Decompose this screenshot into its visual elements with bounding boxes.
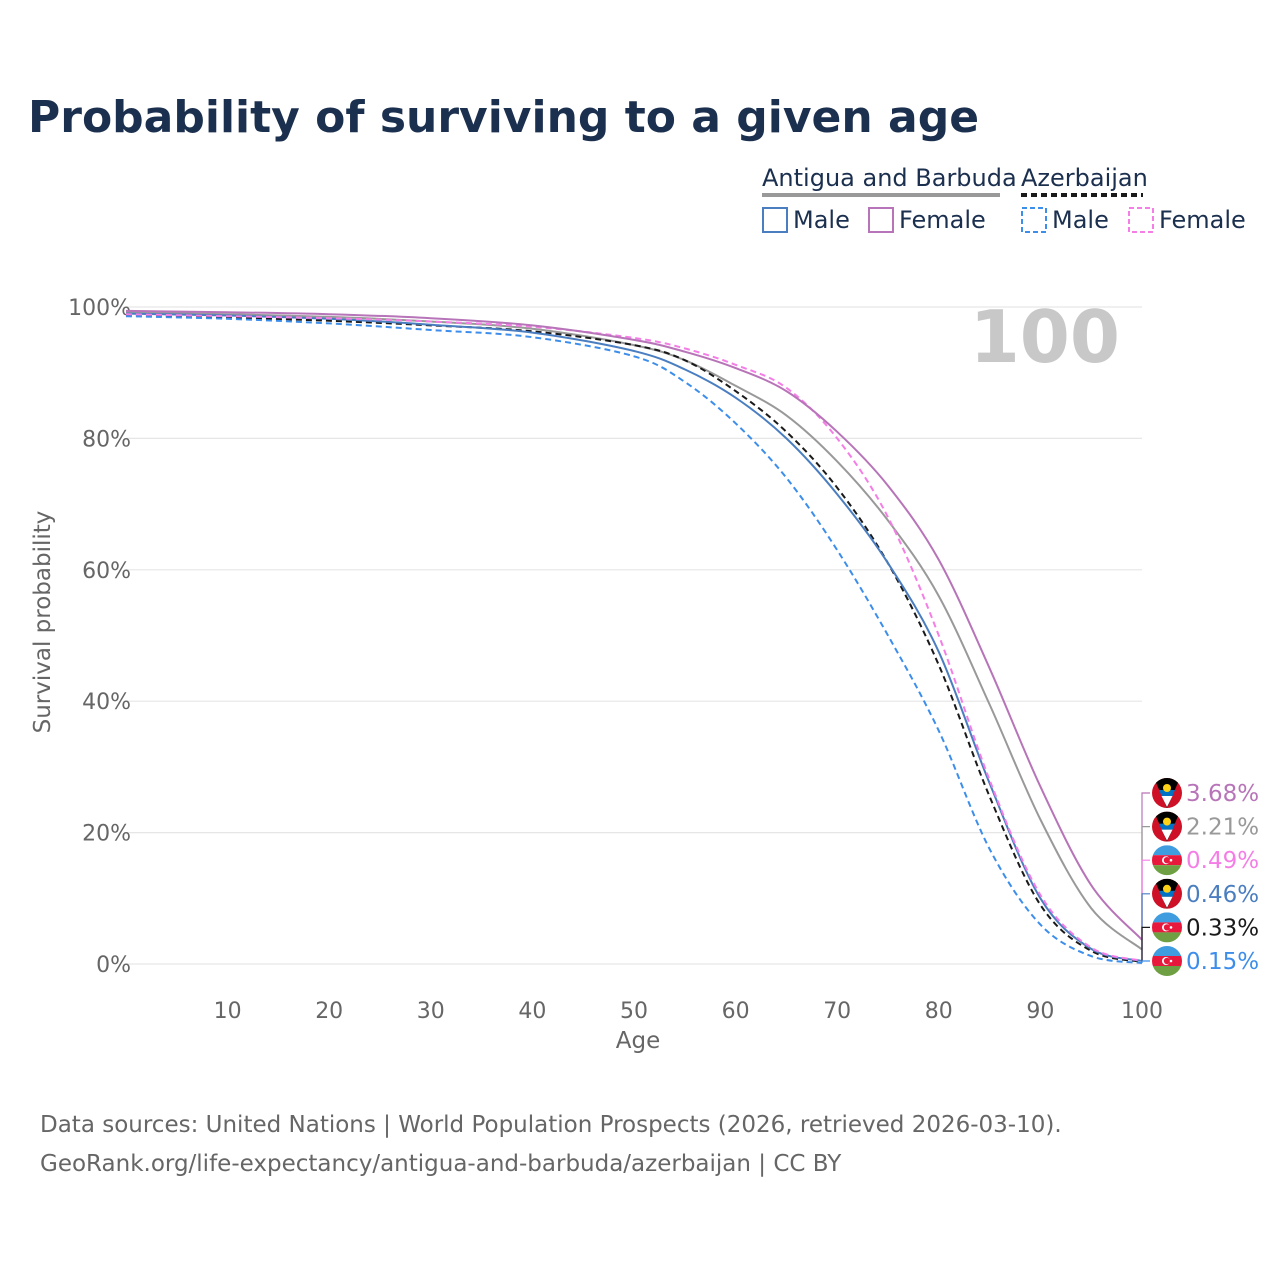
source-line-1: Data sources: United Nations | World Pop… [40, 1112, 1062, 1138]
legend-ab-female-label[interactable]: Female [899, 206, 986, 234]
age-display: 100 [970, 295, 1120, 379]
end-label-value: 2.21% [1186, 815, 1259, 841]
x-tick-label: 80 [925, 999, 953, 1024]
legend-az-male-swatch[interactable] [1021, 207, 1047, 233]
antigua-flag-icon [1152, 878, 1182, 909]
series-line-az-female[interactable] [125, 313, 1143, 962]
antigua-flag-icon [1152, 778, 1182, 808]
series-line-ab-female[interactable] [125, 309, 1143, 941]
azerbaijan-flag-icon [1152, 845, 1182, 876]
end-label-connector [1141, 926, 1150, 962]
end-label-value: 3.68% [1186, 781, 1259, 807]
series-line-ab-male[interactable] [125, 312, 1143, 962]
legend-az-male-label[interactable]: Male [1052, 206, 1109, 234]
end-label-az-female: 0.49% [1141, 845, 1259, 961]
page-title: Probability of surviving to a given age [28, 92, 979, 143]
azerbaijan-flag-icon [1152, 946, 1182, 976]
y-tick-label: 40% [82, 690, 131, 715]
end-label-ab-total: 2.21% [1141, 811, 1259, 950]
y-tick-label: 0% [96, 953, 131, 978]
y-tick-label: 60% [82, 559, 131, 584]
end-label-value: 0.46% [1186, 882, 1259, 908]
series-line-ab-total[interactable] [125, 311, 1143, 951]
end-label-connector [1141, 859, 1150, 961]
end-label-ab-female: 3.68% [1141, 778, 1259, 940]
x-tick-label: 30 [417, 999, 445, 1024]
end-label-value: 0.15% [1186, 949, 1259, 975]
series-line-az-total[interactable] [125, 313, 1143, 963]
legend-az-female-swatch[interactable] [1128, 207, 1154, 233]
source-line-2[interactable]: GeoRank.org/life-expectancy/antigua-and-… [40, 1151, 842, 1177]
x-tick-label: 20 [315, 999, 343, 1024]
legend-ab-male-swatch[interactable] [762, 207, 788, 233]
legend-country2[interactable]: Azerbaijan [1021, 164, 1148, 192]
x-tick-label: 50 [620, 999, 648, 1024]
y-tick-label: 80% [82, 427, 131, 452]
legend: Antigua and Barbuda Azerbaijan Male Fema… [762, 164, 1246, 234]
x-axis-label: Age [616, 1028, 660, 1054]
end-label-az-male: 0.15% [1141, 946, 1259, 976]
gridlines [126, 306, 1142, 965]
x-axis-ticks: 10 20 30 40 50 60 70 80 90 100 [214, 999, 1163, 1024]
legend-ab-female-swatch[interactable] [868, 207, 894, 233]
legend-az-female-label[interactable]: Female [1159, 206, 1246, 234]
x-tick-label: 100 [1121, 999, 1163, 1024]
x-tick-label: 70 [823, 999, 851, 1024]
x-tick-label: 60 [722, 999, 750, 1024]
end-label-connector [1141, 960, 1150, 963]
x-tick-label: 10 [214, 999, 242, 1024]
end-labels: 3.68% 2.21% 0.49% 0.46% 0.33% 0.15% [1141, 778, 1259, 976]
x-tick-label: 90 [1026, 999, 1054, 1024]
antigua-flag-icon [1152, 811, 1182, 842]
series-lines [125, 309, 1143, 964]
end-label-value: 0.49% [1186, 848, 1259, 874]
y-tick-label: 20% [82, 822, 131, 847]
end-label-ab-male: 0.46% [1141, 878, 1259, 961]
series-line-az-male[interactable] [125, 315, 1143, 964]
x-tick-label: 40 [518, 999, 546, 1024]
end-label-az-total: 0.33% [1141, 912, 1259, 962]
y-tick-label: 100% [68, 296, 131, 321]
legend-country1[interactable]: Antigua and Barbuda [762, 164, 1017, 192]
end-label-connector [1141, 792, 1150, 940]
end-label-value: 0.33% [1186, 915, 1259, 941]
end-label-connector [1141, 826, 1150, 950]
y-axis-ticks: 0% 20% 40% 60% 80% 100% [68, 296, 131, 978]
legend-ab-male-label[interactable]: Male [793, 206, 850, 234]
azerbaijan-flag-icon [1152, 912, 1182, 943]
y-axis-label: Survival probability [30, 511, 56, 734]
